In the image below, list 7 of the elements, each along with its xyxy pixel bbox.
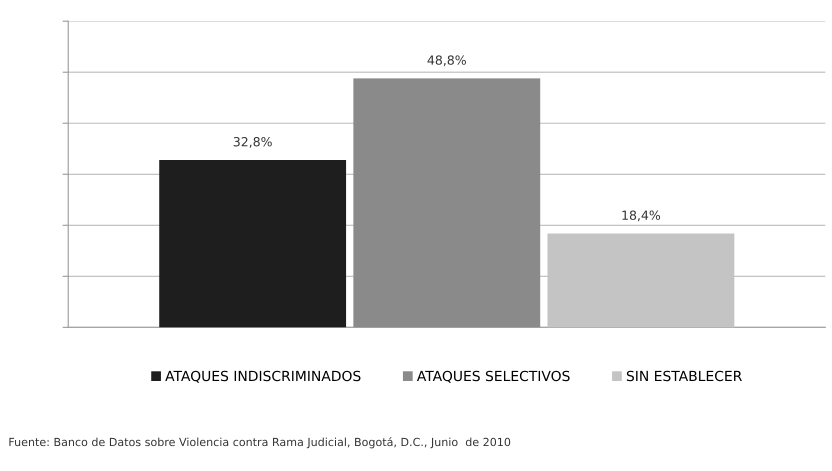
legend-label: ATAQUES INDISCRIMINADOS — [165, 370, 360, 383]
data-label: 48,8% — [428, 55, 466, 66]
legend-label: SIN ESTABLECER — [626, 370, 742, 382]
legend-label: ATAQUES SELECTIVOS — [416, 370, 570, 383]
data-label: 18,4% — [622, 210, 660, 222]
source-note: Fuente: Banco de Datos sobre Violencia contra Rama Judicial, Bogotá, D.C., Junio de 2010 — [9, 437, 510, 448]
data-label: 32,8% — [234, 136, 272, 148]
